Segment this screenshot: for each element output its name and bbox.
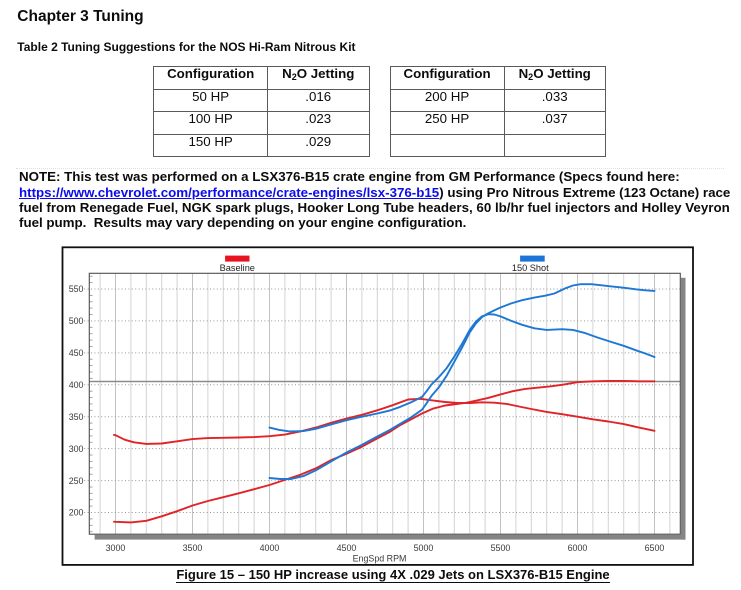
svg-text:6500: 6500: [645, 543, 665, 553]
svg-text:5000: 5000: [414, 543, 434, 553]
svg-text:3000: 3000: [106, 543, 126, 553]
svg-text:500: 500: [69, 316, 84, 326]
svg-text:150 Shot: 150 Shot: [512, 263, 549, 273]
svg-text:200: 200: [69, 508, 84, 518]
svg-text:3500: 3500: [183, 543, 203, 553]
svg-text:5500: 5500: [491, 543, 511, 553]
svg-text:4500: 4500: [337, 543, 357, 553]
svg-text:4000: 4000: [260, 543, 280, 553]
svg-text:350: 350: [69, 412, 84, 422]
svg-text:400: 400: [69, 380, 84, 390]
svg-text:250: 250: [69, 476, 84, 486]
svg-text:300: 300: [69, 444, 84, 454]
svg-text:450: 450: [69, 348, 84, 358]
svg-text:6000: 6000: [568, 543, 588, 553]
svg-text:EngSpd RPM: EngSpd RPM: [353, 554, 407, 564]
svg-text:550: 550: [69, 284, 84, 294]
svg-text:Baseline: Baseline: [220, 263, 255, 273]
